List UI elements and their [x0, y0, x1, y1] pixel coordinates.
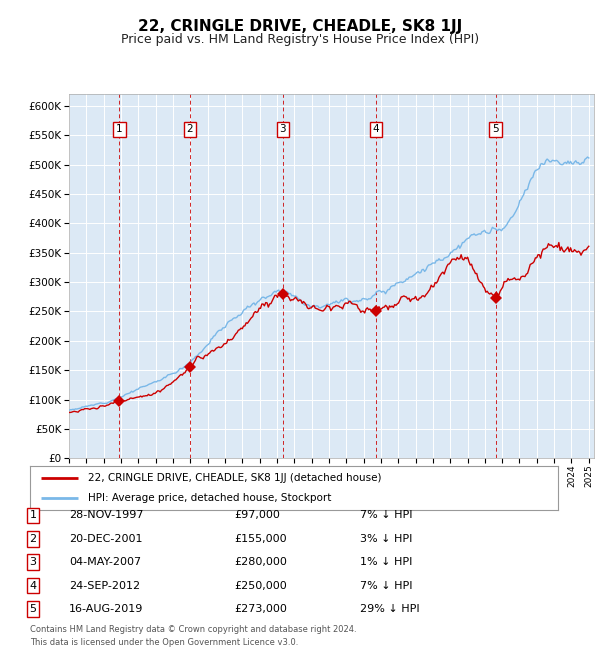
Text: 7% ↓ HPI: 7% ↓ HPI: [360, 580, 413, 591]
Text: 16-AUG-2019: 16-AUG-2019: [69, 604, 143, 614]
Text: 28-NOV-1997: 28-NOV-1997: [69, 510, 143, 521]
Text: 29% ↓ HPI: 29% ↓ HPI: [360, 604, 419, 614]
Text: 5: 5: [492, 125, 499, 135]
Text: 3: 3: [280, 125, 286, 135]
Text: 4: 4: [373, 125, 380, 135]
Text: 1: 1: [29, 510, 37, 521]
Text: Contains HM Land Registry data © Crown copyright and database right 2024.
This d: Contains HM Land Registry data © Crown c…: [30, 625, 356, 647]
Text: 2: 2: [29, 534, 37, 544]
Text: 1% ↓ HPI: 1% ↓ HPI: [360, 557, 412, 567]
Text: 3% ↓ HPI: 3% ↓ HPI: [360, 534, 412, 544]
Text: £97,000: £97,000: [234, 510, 280, 521]
Text: 4: 4: [29, 580, 37, 591]
Text: £273,000: £273,000: [234, 604, 287, 614]
Text: 22, CRINGLE DRIVE, CHEADLE, SK8 1JJ (detached house): 22, CRINGLE DRIVE, CHEADLE, SK8 1JJ (det…: [88, 473, 382, 483]
Text: £280,000: £280,000: [234, 557, 287, 567]
Text: 22, CRINGLE DRIVE, CHEADLE, SK8 1JJ: 22, CRINGLE DRIVE, CHEADLE, SK8 1JJ: [138, 20, 462, 34]
Text: HPI: Average price, detached house, Stockport: HPI: Average price, detached house, Stoc…: [88, 493, 331, 503]
Text: 1: 1: [116, 125, 123, 135]
Text: 20-DEC-2001: 20-DEC-2001: [69, 534, 143, 544]
Text: 5: 5: [29, 604, 37, 614]
Text: 24-SEP-2012: 24-SEP-2012: [69, 580, 140, 591]
Text: 3: 3: [29, 557, 37, 567]
Text: Price paid vs. HM Land Registry's House Price Index (HPI): Price paid vs. HM Land Registry's House …: [121, 32, 479, 46]
Text: 7% ↓ HPI: 7% ↓ HPI: [360, 510, 413, 521]
Text: £250,000: £250,000: [234, 580, 287, 591]
Text: £155,000: £155,000: [234, 534, 287, 544]
Text: 2: 2: [187, 125, 193, 135]
Text: 04-MAY-2007: 04-MAY-2007: [69, 557, 141, 567]
